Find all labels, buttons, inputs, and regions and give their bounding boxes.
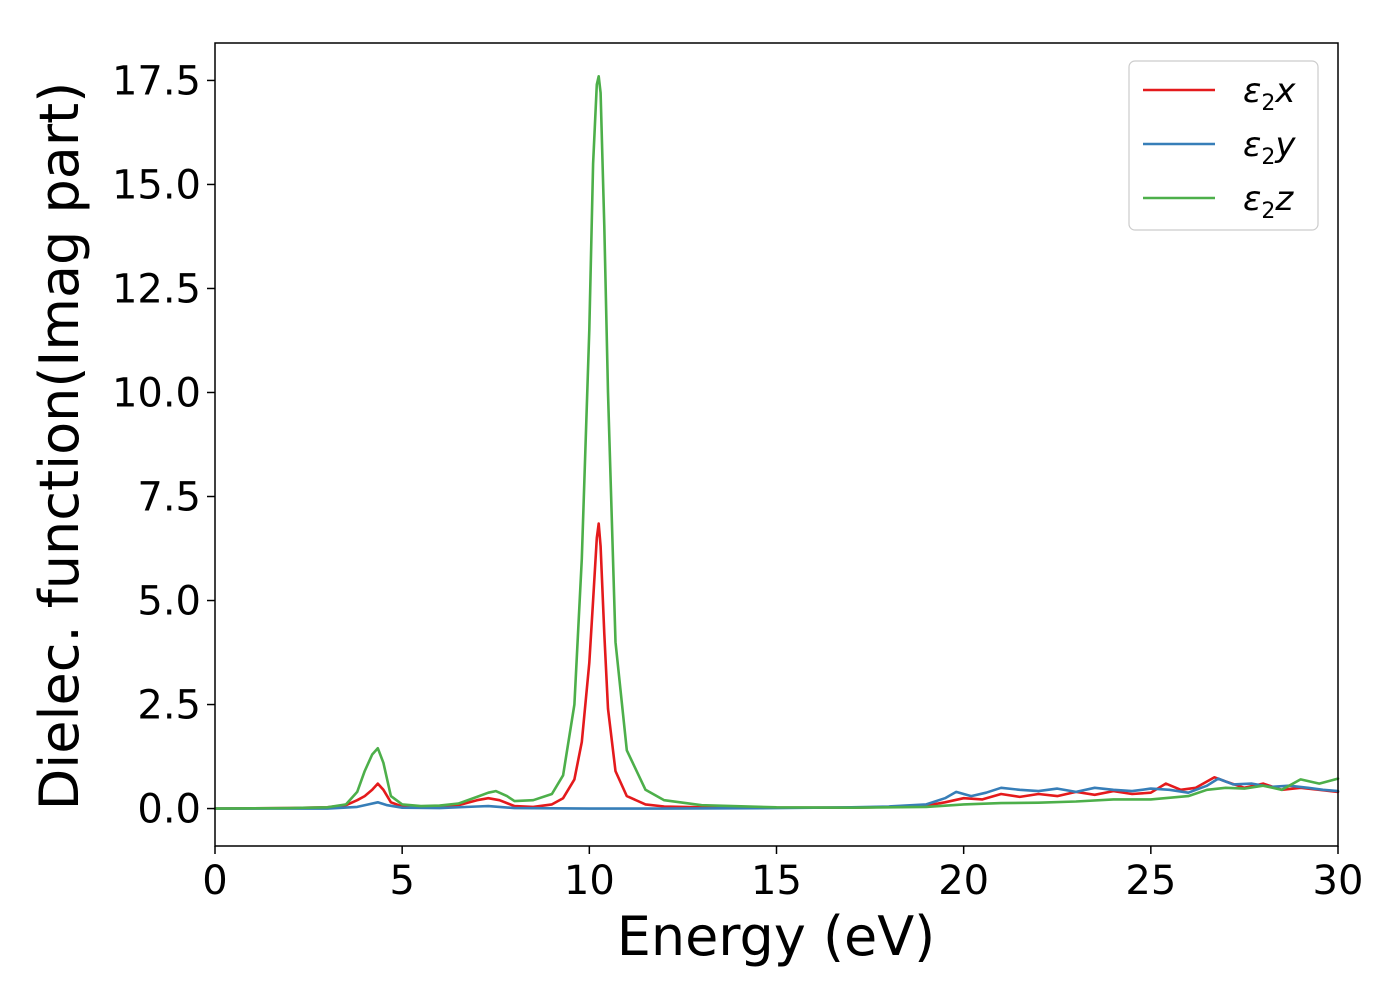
legend-box <box>1128 60 1319 231</box>
y-tick-label: 2.5 <box>137 683 201 729</box>
x-tick-label: 20 <box>938 858 989 904</box>
y-tick-label: 7.5 <box>137 475 201 521</box>
x-tick-label: 30 <box>1313 858 1364 904</box>
y-tick-label: 15.0 <box>112 162 201 208</box>
x-axis-label: Energy (eV) <box>617 905 936 968</box>
x-axis-ticks: 0 5 10 15 20 25 30 <box>202 846 1363 904</box>
legend-label-y: ε2y <box>1243 125 1296 170</box>
x-tick-label: 10 <box>564 858 615 904</box>
y-tick-label: 5.0 <box>137 579 201 625</box>
legend-label-z: ε2z <box>1243 179 1294 224</box>
x-tick-label: 0 <box>202 858 227 904</box>
series-line-z <box>213 75 1340 810</box>
x-tick-label: 15 <box>751 858 802 904</box>
y-tick-label: 0.0 <box>137 787 201 833</box>
y-tick-label: 10.0 <box>112 370 201 416</box>
x-tick-label: 5 <box>389 858 414 904</box>
y-axis-ticks: 0.0 2.5 5.0 7.5 10.0 12.5 15.0 17.5 <box>112 58 215 833</box>
series-layer <box>213 75 1340 810</box>
legend: ε2x ε2y ε2z <box>1128 60 1319 231</box>
y-axis-label: Dielec. function(Imag part) <box>28 82 91 811</box>
y-tick-label: 12.5 <box>112 266 201 312</box>
y-tick-label: 17.5 <box>112 58 201 104</box>
series-line-y <box>213 777 1340 810</box>
x-tick-label: 25 <box>1125 858 1176 904</box>
legend-label-x: ε2x <box>1243 71 1296 116</box>
